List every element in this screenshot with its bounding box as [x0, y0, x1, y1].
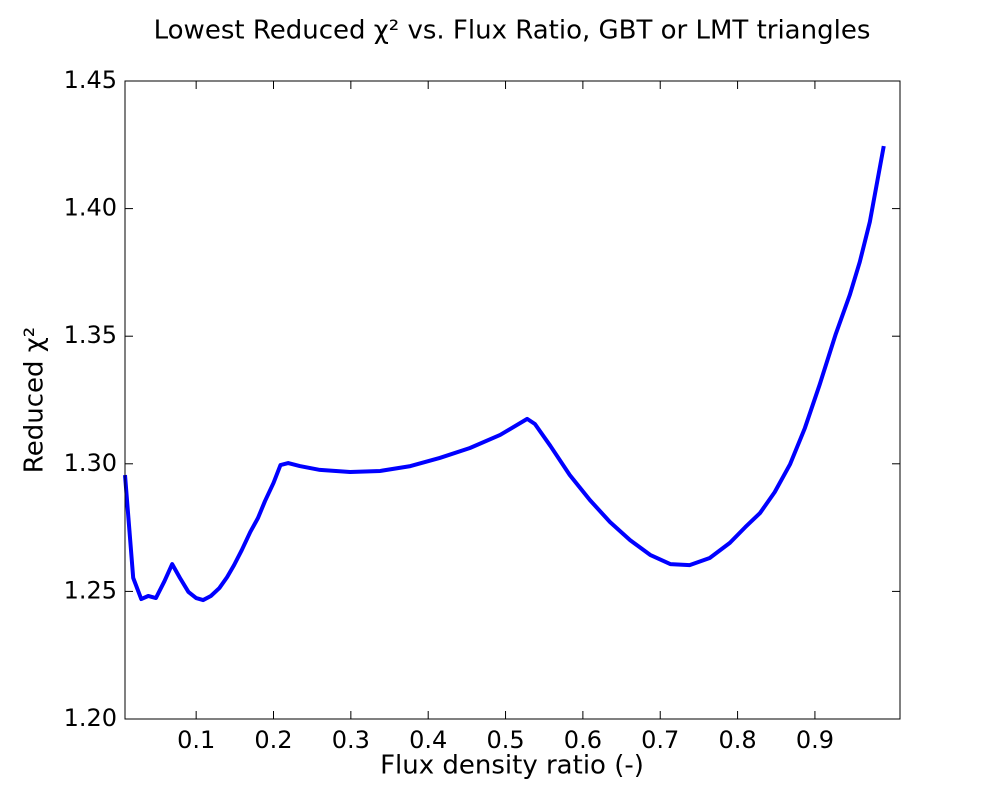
x-tick-label: 0.8 [718, 726, 756, 754]
x-tick-label: 0.4 [409, 726, 447, 754]
x-tick-label: 0.5 [486, 726, 524, 754]
x-tick-label: 0.2 [254, 726, 292, 754]
y-tick-label: 1.20 [64, 704, 117, 732]
y-tick-label: 1.30 [64, 449, 117, 477]
x-tick-label: 0.9 [796, 726, 834, 754]
y-axis-label: Reduced χ² [20, 327, 50, 473]
x-axis-label: Flux density ratio (-) [380, 751, 644, 781]
x-tick-label: 0.7 [641, 726, 679, 754]
chart-title: Lowest Reduced χ² vs. Flux Ratio, GBT or… [154, 16, 871, 46]
y-tick-label: 1.40 [64, 194, 117, 222]
y-tick-label: 1.45 [64, 66, 117, 94]
x-tick-label: 0.6 [564, 726, 602, 754]
x-tick-label: 0.3 [332, 726, 370, 754]
x-tick-label: 0.1 [177, 726, 215, 754]
y-tick-label: 1.25 [64, 576, 117, 604]
y-tick-label: 1.35 [64, 321, 117, 349]
data-line [123, 145, 886, 603]
plot-frame [124, 80, 901, 720]
